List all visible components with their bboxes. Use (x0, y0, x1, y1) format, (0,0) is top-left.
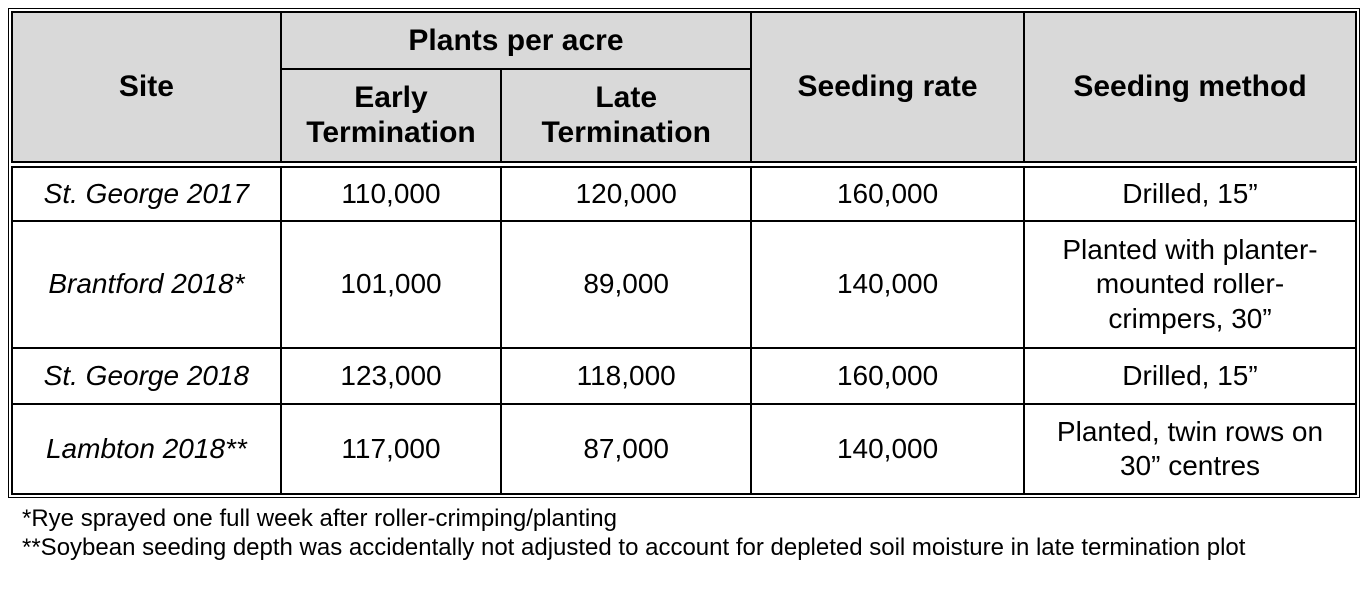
footnote-soybean: **Soybean seeding depth was accidentally… (22, 534, 1246, 562)
seeding-table-outer-border: Site Plants per acre Seeding rate Seedin… (8, 8, 1360, 498)
site-cell: St. George 2017 (11, 163, 282, 222)
early-termination-cell: 123,000 (279, 347, 503, 405)
late-termination-cell: 89,000 (500, 220, 753, 349)
seeding-rate-cell: 160,000 (750, 347, 1025, 405)
table-header: Site Plants per acre Seeding rate Seedin… (11, 11, 1357, 168)
seeding-method-cell: Drilled, 15” (1023, 347, 1357, 405)
early-termination-cell: 101,000 (279, 220, 503, 349)
seeding-rate-cell: 140,000 (750, 403, 1025, 495)
header-plants-per-acre: Plants per acre (279, 11, 753, 70)
seeding-method-cell: Planted, twin rows on 30” centres (1023, 403, 1357, 495)
early-termination-cell: 110,000 (279, 163, 503, 222)
site-cell: Lambton 2018** (11, 403, 282, 495)
site-cell: Brantford 2018* (11, 220, 282, 349)
header-row-sub: Early Termination Late Termination (12, 68, 1356, 168)
header-site: Site (11, 11, 282, 168)
site-cell: St. George 2018 (11, 347, 282, 405)
table-row: St. George 2018 123,000 118,000 160,000 … (11, 347, 1357, 405)
early-termination-cell: 117,000 (279, 403, 503, 495)
seeding-method-cell: Drilled, 15” (1023, 163, 1357, 222)
table-body: St. George 2017 110,000 120,000 160,000 … (11, 163, 1357, 495)
seeding-rate-cell: 160,000 (750, 163, 1025, 222)
header-seeding-method: Seeding method (1023, 11, 1357, 168)
late-termination-cell: 118,000 (500, 347, 753, 405)
seeding-rate-cell: 140,000 (750, 220, 1025, 349)
late-termination-cell: 87,000 (500, 403, 753, 495)
seeding-method-cell: Planted with planter- mounted roller- cr… (1023, 220, 1357, 349)
table-row: Lambton 2018** 117,000 87,000 140,000 Pl… (11, 403, 1357, 495)
footnote-rye: *Rye sprayed one full week after roller-… (22, 505, 617, 532)
header-late-termination: Late Termination (500, 68, 753, 168)
table-row: St. George 2017 110,000 120,000 160,000 … (11, 163, 1357, 222)
late-termination-cell: 120,000 (500, 163, 753, 222)
header-row-top: Site Plants per acre Seeding rate Seedin… (11, 11, 1357, 168)
footnotes: *Rye sprayed one full week after roller-… (22, 504, 1312, 563)
header-seeding-rate: Seeding rate (750, 11, 1025, 168)
header-early-termination: Early Termination (279, 68, 503, 168)
seeding-data-table: Site Plants per acre Seeding rate Seedin… (11, 11, 1357, 495)
table-row: Brantford 2018* 101,000 89,000 140,000 P… (11, 220, 1357, 349)
